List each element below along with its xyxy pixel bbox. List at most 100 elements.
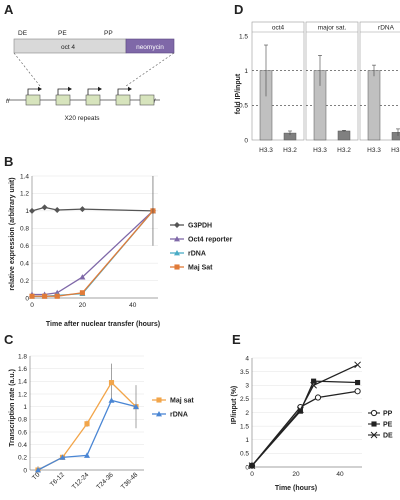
panel-a-letter: A — [4, 2, 14, 17]
d-xtick-0-0: H3.3 — [259, 147, 273, 154]
c-ytick-7: 1.4 — [18, 379, 27, 386]
e-point-1-1 — [297, 408, 303, 414]
c-ytick-2: 0.4 — [18, 442, 27, 449]
repeat-unit-0 — [25, 94, 41, 106]
panel-c: C Transcription rate (a.u.) 0 0.2 0.4 0.6 0.… — [4, 332, 194, 491]
b-point-0-3 — [79, 206, 86, 213]
repeat-unit-2 — [85, 94, 101, 106]
e-point-1-3 — [355, 379, 361, 386]
b-legend-marker-1 — [174, 236, 180, 242]
b-legend-marker-2 — [174, 250, 180, 256]
panel-a: A DE PE PP oct 4 neomycin //// X20 repea… — [4, 2, 175, 122]
e-point-2-3 — [354, 361, 361, 369]
d-group-title-2: rDNA — [378, 25, 395, 32]
b-ytick-2: 0.4 — [20, 260, 29, 267]
oct4-label: oct 4 — [61, 44, 75, 51]
d-ytick-0: 0 — [244, 137, 248, 144]
panel-c-letter: C — [4, 332, 14, 347]
panel-e: E IP/input (%) Time (hours) 0 0.5 1 1.5 2 2.5… — [231, 332, 393, 492]
neomycin-box — [125, 38, 175, 54]
promoter-arrow-1 — [57, 88, 68, 95]
d-bar-1-1 — [337, 130, 351, 141]
d-group-frame-2 — [359, 21, 400, 141]
repeat-unit-4 — [139, 94, 155, 106]
d-bar-2-1 — [391, 132, 400, 141]
panel-d-letter: D — [234, 2, 243, 17]
e-legend-marker-0 — [370, 409, 378, 417]
break-left: // — [6, 98, 10, 105]
c-legend-label-1: rDNA — [170, 412, 188, 419]
e-point-2-2 — [310, 381, 317, 389]
c-ytick-4: 0.8 — [18, 417, 27, 424]
d-group-frame-0 — [251, 21, 305, 141]
c-point-0-3 — [108, 380, 115, 386]
promoter-arrowhead-3 — [128, 86, 132, 92]
c-xtick-3: T24-36 — [95, 471, 115, 491]
c-xtick-0: T0 — [31, 471, 42, 482]
e-ytick-2: 1 — [245, 437, 249, 444]
label-pp: PP — [104, 30, 113, 37]
c-point-1-0 — [35, 467, 41, 473]
zoom-line-right — [125, 52, 175, 87]
e-point-1-2 — [311, 378, 317, 384]
promoter-arrowhead-2 — [98, 86, 102, 92]
e-point-2-3-b — [354, 361, 361, 369]
b-xtick-2: 40 — [129, 302, 137, 309]
b-point-0-0 — [29, 207, 35, 214]
b-legend-marker-3 — [174, 264, 180, 270]
c-point-1-3 — [108, 397, 115, 403]
b-ytick-1: 0.2 — [20, 278, 29, 285]
d-ytick-2: 1 — [244, 68, 248, 75]
b-point-3-1 — [42, 293, 48, 299]
c-xtick-2: T12-24 — [71, 471, 91, 491]
e-legend-marker-2-b — [370, 431, 378, 439]
b-legend-marker-0 — [174, 222, 180, 228]
d-xtick-1-0: H3.3 — [313, 147, 327, 154]
b-series-line-0 — [31, 206, 153, 212]
e-legend-label-2: DE — [383, 433, 393, 440]
repeats-caption: X20 repeats — [64, 115, 100, 122]
c-legend-label-0: Maj sat — [170, 398, 194, 405]
c-ytick-9: 1.8 — [18, 353, 27, 360]
d-group-title-0: oct4 — [272, 25, 285, 32]
repeat-unit-3 — [115, 94, 131, 106]
panel-c-ylabel: Transcription rate (a.u.) — [9, 369, 16, 447]
panel-b-letter: B — [4, 154, 13, 169]
d-group-title-1: major sat. — [318, 25, 347, 32]
e-point-0-3 — [354, 388, 361, 395]
repeat-array: //// — [6, 86, 160, 106]
e-ytick-7: 3.5 — [240, 369, 249, 376]
d-xtick-1-1: H3.2 — [337, 147, 351, 154]
e-point-2-0 — [248, 462, 256, 469]
label-pe: PE — [58, 30, 67, 37]
d-xtick-0-1: H3.2 — [283, 147, 297, 154]
label-de: DE — [18, 30, 28, 37]
c-ytick-8: 1.6 — [18, 366, 27, 373]
d-xtick-2-0: H3.3 — [367, 147, 381, 154]
d-xtick-2-1: H3.2 — [391, 147, 400, 154]
c-legend-marker-1 — [156, 411, 162, 417]
c-point-1-2 — [84, 452, 90, 458]
e-ytick-1: 0.5 — [240, 451, 249, 458]
c-point-0-2 — [84, 421, 90, 427]
b-ytick-3: 0.6 — [20, 243, 29, 250]
e-legend-marker-1 — [371, 421, 377, 427]
b-ytick-6: 1.2 — [20, 191, 29, 198]
b-series-line-3 — [32, 210, 154, 297]
promoter-arrow-0 — [27, 88, 38, 95]
e-legend-label-0: PP — [383, 411, 393, 418]
c-xtick-4: T36-48 — [120, 471, 140, 491]
c-legend-marker-0 — [156, 397, 162, 403]
b-xtick-1: 20 — [79, 302, 87, 309]
e-point-2-1-b — [297, 406, 304, 414]
e-ytick-5: 2.5 — [240, 396, 249, 403]
c-xtick-1: T6-12 — [49, 471, 66, 488]
b-legend-label-1: Oct4 reporter — [188, 237, 233, 244]
b-xtick-0: 0 — [30, 302, 34, 309]
e-point-2-0-b — [248, 462, 256, 469]
b-ytick-0: 0 — [25, 295, 29, 302]
e-xtick-1: 20 — [292, 471, 300, 478]
panel-e-ylabel: IP/input (%) — [231, 386, 238, 425]
b-legend-label-3: Maj Sat — [188, 265, 213, 272]
